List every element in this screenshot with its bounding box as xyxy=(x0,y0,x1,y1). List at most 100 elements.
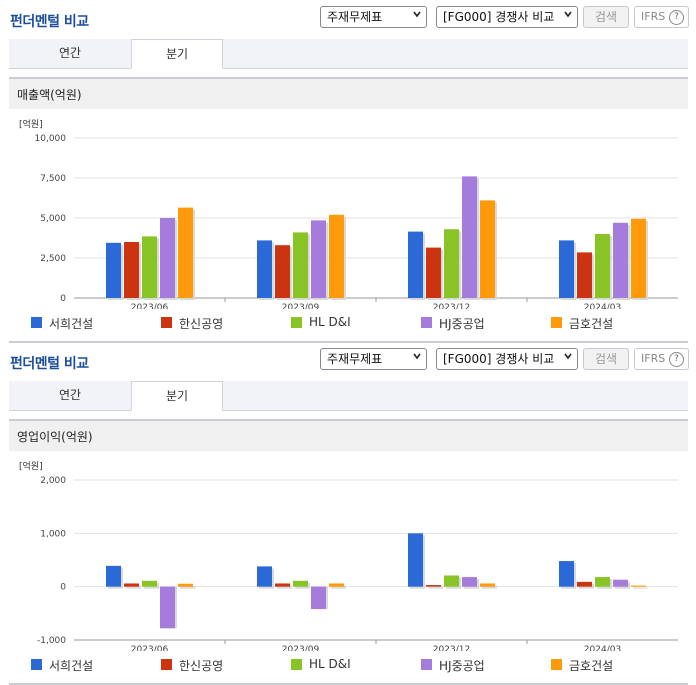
bar[interactable] xyxy=(142,236,157,298)
bar[interactable] xyxy=(106,242,121,298)
bar[interactable] xyxy=(178,583,193,587)
bar[interactable] xyxy=(293,232,308,298)
bar[interactable] xyxy=(559,240,574,298)
bar[interactable] xyxy=(257,240,272,298)
y-tick-label: 7,500 xyxy=(40,174,66,184)
legend-label: 금호건설 xyxy=(569,659,614,673)
statement-select[interactable]: 주재무제표 xyxy=(320,348,427,370)
legend-label: 금호건설 xyxy=(569,317,614,331)
y-tick-label: 1,000 xyxy=(40,529,66,539)
bar[interactable] xyxy=(329,583,344,587)
bar[interactable] xyxy=(577,252,592,298)
bar[interactable] xyxy=(444,229,459,298)
bar[interactable] xyxy=(257,566,272,587)
bar[interactable] xyxy=(444,575,459,587)
peer-select[interactable]: [FG000] 경쟁사 비교 xyxy=(436,6,578,28)
ifrs-button[interactable]: IFRS ? xyxy=(634,348,689,370)
period-tabs: 연간 분기 xyxy=(9,381,688,411)
help-icon: ? xyxy=(669,352,684,367)
bar[interactable] xyxy=(631,585,646,587)
bar[interactable] xyxy=(613,579,628,587)
ifrs-label: IFRS xyxy=(641,10,666,23)
chevron-down-icon xyxy=(413,353,421,360)
x-tick-label: 2023/12 xyxy=(433,303,470,309)
bar-shadow xyxy=(180,585,195,589)
x-tick-label: 2023/12 xyxy=(433,645,470,651)
y-tick-label: 2,500 xyxy=(40,254,66,264)
legend-swatch xyxy=(31,317,42,328)
bar[interactable] xyxy=(293,580,308,587)
legend-swatch xyxy=(31,659,42,670)
bar[interactable] xyxy=(178,207,193,298)
bar[interactable] xyxy=(160,218,175,298)
x-tick-label: 2024/03 xyxy=(584,303,621,309)
bar[interactable] xyxy=(124,583,139,587)
bar[interactable] xyxy=(480,583,495,587)
tab-annual[interactable]: 연간 xyxy=(58,46,82,60)
statement-select[interactable]: 주재무제표 xyxy=(320,6,427,28)
bar[interactable] xyxy=(613,222,628,298)
y-unit-label: [억원] xyxy=(19,460,43,472)
legend-swatch xyxy=(421,659,432,670)
bar[interactable] xyxy=(311,586,326,610)
bar[interactable] xyxy=(559,561,574,587)
legend-swatch xyxy=(161,659,172,670)
legend-swatch xyxy=(291,317,302,328)
statement-select-value: 주재무제표 xyxy=(327,352,383,366)
x-tick-label: 2023/06 xyxy=(131,645,169,651)
x-tick-label: 2023/09 xyxy=(282,645,320,651)
chevron-down-icon xyxy=(564,353,572,360)
legend-swatch xyxy=(551,659,562,670)
legend-label: 한신공영 xyxy=(179,659,224,673)
ifrs-button[interactable]: IFRS ? xyxy=(634,6,689,28)
chart-panel: 매출액(억원) [억원] 0 2,500 5,000 7,500 10,000 2023/0… xyxy=(9,77,688,343)
peer-select-value: [FG000] 경쟁사 비교 xyxy=(443,10,555,24)
tab-quarterly[interactable]: 분기 xyxy=(131,39,223,69)
legend-label: HJ중공업 xyxy=(439,659,485,673)
legend-label: HL D&I xyxy=(309,657,351,671)
bar-shadow xyxy=(633,587,648,589)
bar[interactable] xyxy=(124,242,139,298)
bar[interactable] xyxy=(329,214,344,298)
section-header: 펀더멘털 비교 주재무제표 [FG000] 경쟁사 비교 검색 IFRS ? xyxy=(0,342,696,378)
legend-swatch xyxy=(291,659,302,670)
bar[interactable] xyxy=(275,245,290,298)
bar[interactable] xyxy=(426,585,441,587)
chevron-down-icon xyxy=(564,11,572,18)
fundamental-section-revenue: 펀더멘털 비교 주재무제표 [FG000] 경쟁사 비교 검색 IFRS ? 연… xyxy=(0,0,696,343)
bar[interactable] xyxy=(595,234,610,298)
bar[interactable] xyxy=(408,231,423,298)
bar-shadow xyxy=(482,585,497,589)
peer-select[interactable]: [FG000] 경쟁사 비교 xyxy=(436,348,578,370)
bar[interactable] xyxy=(408,533,423,587)
bar[interactable] xyxy=(631,218,646,298)
section-title: 펀더멘털 비교 xyxy=(10,14,89,30)
section-title: 펀더멘털 비교 xyxy=(10,356,89,372)
y-tick-label: -1,000 xyxy=(37,636,66,646)
revenue-bar-chart: [억원] 0 2,500 5,000 7,500 10,000 2023/06 2023/09… xyxy=(19,118,678,309)
tab-quarterly[interactable]: 분기 xyxy=(131,381,223,411)
tab-annual[interactable]: 연간 xyxy=(58,388,82,402)
legend-label: 서희건설 xyxy=(49,659,94,673)
bar[interactable] xyxy=(480,200,495,298)
search-button[interactable]: 검색 xyxy=(583,6,629,28)
bar[interactable] xyxy=(462,577,477,587)
ifrs-label: IFRS xyxy=(641,352,666,365)
bar[interactable] xyxy=(160,586,175,629)
bar[interactable] xyxy=(595,577,610,587)
panel-title: 영업이익(억원) xyxy=(9,421,688,451)
search-button[interactable]: 검색 xyxy=(583,348,629,370)
bar[interactable] xyxy=(106,565,121,587)
bar[interactable] xyxy=(311,220,326,298)
fundamental-section-operating-profit: 펀더멘털 비교 주재무제표 [FG000] 경쟁사 비교 검색 IFRS ? 연… xyxy=(0,342,696,685)
y-tick-label: 0 xyxy=(60,294,66,304)
bar[interactable] xyxy=(426,247,441,298)
section-header: 펀더멘털 비교 주재무제표 [FG000] 경쟁사 비교 검색 IFRS ? xyxy=(0,0,696,36)
bar[interactable] xyxy=(275,583,290,587)
legend-label: 서희건설 xyxy=(49,317,94,331)
bar[interactable] xyxy=(462,176,477,298)
x-tick-label: 2024/03 xyxy=(584,645,621,651)
bar[interactable] xyxy=(577,581,592,587)
bar[interactable] xyxy=(142,580,157,587)
legend-label: HJ중공업 xyxy=(439,317,485,331)
